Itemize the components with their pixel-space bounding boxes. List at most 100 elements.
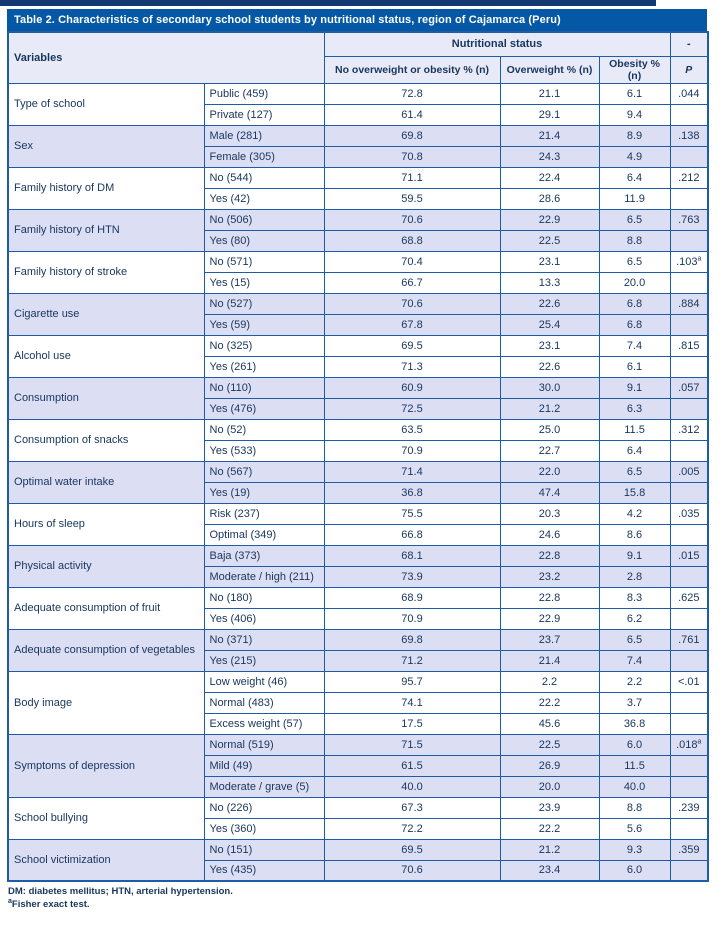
overweight-value: 2.2 xyxy=(499,670,600,693)
category-cell: Low weight (46) xyxy=(203,670,325,693)
overweight-value: 22.6 xyxy=(499,292,600,315)
obesity-value: 6.5 xyxy=(598,208,671,231)
category-cell: Private (127) xyxy=(203,103,325,126)
category-cell: Female (305) xyxy=(203,145,325,168)
no-overweight-value: 74.1 xyxy=(323,691,501,714)
variable-cell: Type of school xyxy=(7,82,205,126)
category-cell: Yes (42) xyxy=(203,187,325,210)
header-variables: Variables xyxy=(7,31,325,84)
category-cell: No (527) xyxy=(203,292,325,315)
obesity-value: 6.1 xyxy=(598,355,671,378)
table-row: Yes (360) 72.2 22.2 5.6 xyxy=(8,817,709,840)
p-value-cell: .138 xyxy=(669,124,709,147)
category-cell: No (544) xyxy=(203,166,325,189)
obesity-value: 9.4 xyxy=(598,103,671,126)
overweight-value: 23.1 xyxy=(499,250,600,273)
variable-cell: School victimization xyxy=(7,838,205,882)
variable-cell: Cigarette use xyxy=(7,292,205,336)
category-cell: No (52) xyxy=(203,418,325,441)
overweight-value: 22.4 xyxy=(499,166,600,189)
variable-cell: Body image xyxy=(7,670,205,735)
overweight-value: 22.8 xyxy=(499,544,600,567)
obesity-value: 8.8 xyxy=(598,229,671,252)
no-overweight-value: 70.6 xyxy=(323,208,501,231)
p-value-cell xyxy=(669,439,709,462)
obesity-value: 6.2 xyxy=(598,607,671,630)
overweight-value: 23.9 xyxy=(499,796,600,819)
no-overweight-value: 95.7 xyxy=(323,670,501,693)
table-row: School bullying No (226) 67.3 23.9 8.8.239 xyxy=(7,796,709,840)
p-value-cell xyxy=(669,355,709,378)
overweight-value: 47.4 xyxy=(499,481,600,504)
p-value-cell: .884 xyxy=(669,292,709,315)
table-row: Excess weight (57) 17.5 45.6 36.8 xyxy=(8,712,709,735)
no-overweight-value: 61.5 xyxy=(323,754,501,777)
obesity-value: 6.3 xyxy=(598,397,671,420)
variable-cell: Alcohol use xyxy=(7,334,205,378)
obesity-value: 9.3 xyxy=(598,838,671,861)
no-overweight-value: 36.8 xyxy=(323,481,501,504)
p-value-cell xyxy=(669,523,709,546)
table-row: Sex Male (281) 69.8 21.4 8.9.138 xyxy=(7,124,709,168)
obesity-value: 6.5 xyxy=(598,628,671,651)
table-row: Consumption No (110) 60.9 30.0 9.1.057 xyxy=(7,376,709,420)
obesity-value: 8.6 xyxy=(598,523,671,546)
no-overweight-value: 70.6 xyxy=(323,859,501,882)
table-row: Optimal (349) 66.8 24.6 8.6 xyxy=(8,523,709,546)
no-overweight-value: 71.3 xyxy=(323,355,501,378)
obesity-value: 7.4 xyxy=(598,649,671,672)
no-overweight-value: 71.5 xyxy=(323,733,501,756)
variable-cell: Hours of sleep xyxy=(7,502,205,546)
overweight-value: 23.7 xyxy=(499,628,600,651)
category-cell: Yes (533) xyxy=(203,439,325,462)
overweight-value: 22.9 xyxy=(499,208,600,231)
obesity-value: 8.3 xyxy=(598,586,671,609)
variable-cell: Adequate consumption of vegetables xyxy=(7,628,205,672)
table-row: Yes (59) 67.8 25.4 6.8 xyxy=(8,313,709,336)
p-value-cell xyxy=(669,817,709,840)
no-overweight-value: 70.9 xyxy=(323,439,501,462)
obesity-value: 7.4 xyxy=(598,334,671,357)
footnote-fisher: aFisher exact test. xyxy=(8,898,707,911)
p-value-cell: .761 xyxy=(669,628,709,651)
no-overweight-value: 73.9 xyxy=(323,565,501,588)
category-cell: Yes (360) xyxy=(203,817,325,840)
category-cell: Yes (19) xyxy=(203,481,325,504)
table-container: Table 2. Characteristics of secondary sc… xyxy=(7,9,710,912)
category-cell: No (571) xyxy=(203,250,325,273)
obesity-value: 6.5 xyxy=(598,460,671,483)
category-cell: Moderate / high (211) xyxy=(203,565,325,588)
header-dash: - xyxy=(669,31,709,57)
table-row: Symptoms of depression Normal (519) 71.5 22… xyxy=(7,733,709,798)
table-row: Yes (435) 70.6 23.4 6.0 xyxy=(8,859,709,882)
table-row: Hours of sleep Risk (237) 75.5 20.3 4.2.035 xyxy=(7,502,709,546)
p-value-cell xyxy=(669,397,709,420)
p-value-cell xyxy=(669,103,709,126)
p-value-cell: .312 xyxy=(669,418,709,441)
header-no-overweight: No overweight or obesity % (n) xyxy=(323,55,501,84)
variable-cell: Symptoms of depression xyxy=(7,733,205,798)
category-cell: Yes (15) xyxy=(203,271,325,294)
p-value-cell: .018a xyxy=(669,733,709,756)
category-cell: Normal (519) xyxy=(203,733,325,756)
overweight-value: 21.2 xyxy=(499,397,600,420)
p-value-cell xyxy=(669,691,709,714)
obesity-value: 9.1 xyxy=(598,376,671,399)
table-row: Moderate / high (211) 73.9 23.2 2.8 xyxy=(8,565,709,588)
overweight-value: 25.0 xyxy=(499,418,600,441)
table-row: Family history of DM No (544) 71.1 22.4 6.4.… xyxy=(7,166,709,210)
obesity-value: 4.9 xyxy=(598,145,671,168)
no-overweight-value: 69.8 xyxy=(323,628,501,651)
obesity-value: 6.1 xyxy=(598,82,671,105)
top-strip xyxy=(0,0,656,6)
overweight-value: 24.3 xyxy=(499,145,600,168)
p-value-cell: .035 xyxy=(669,502,709,525)
characteristics-table: Variables Nutritional status - No overwe… xyxy=(7,31,710,882)
obesity-value: 8.8 xyxy=(598,796,671,819)
p-value-cell: .044 xyxy=(669,82,709,105)
table-row: Body image Low weight (46) 95.7 2.2 2.2 <.01 xyxy=(7,670,709,735)
category-cell: Risk (237) xyxy=(203,502,325,525)
p-value-cell xyxy=(669,271,709,294)
no-overweight-value: 69.8 xyxy=(323,124,501,147)
no-overweight-value: 70.4 xyxy=(323,250,501,273)
